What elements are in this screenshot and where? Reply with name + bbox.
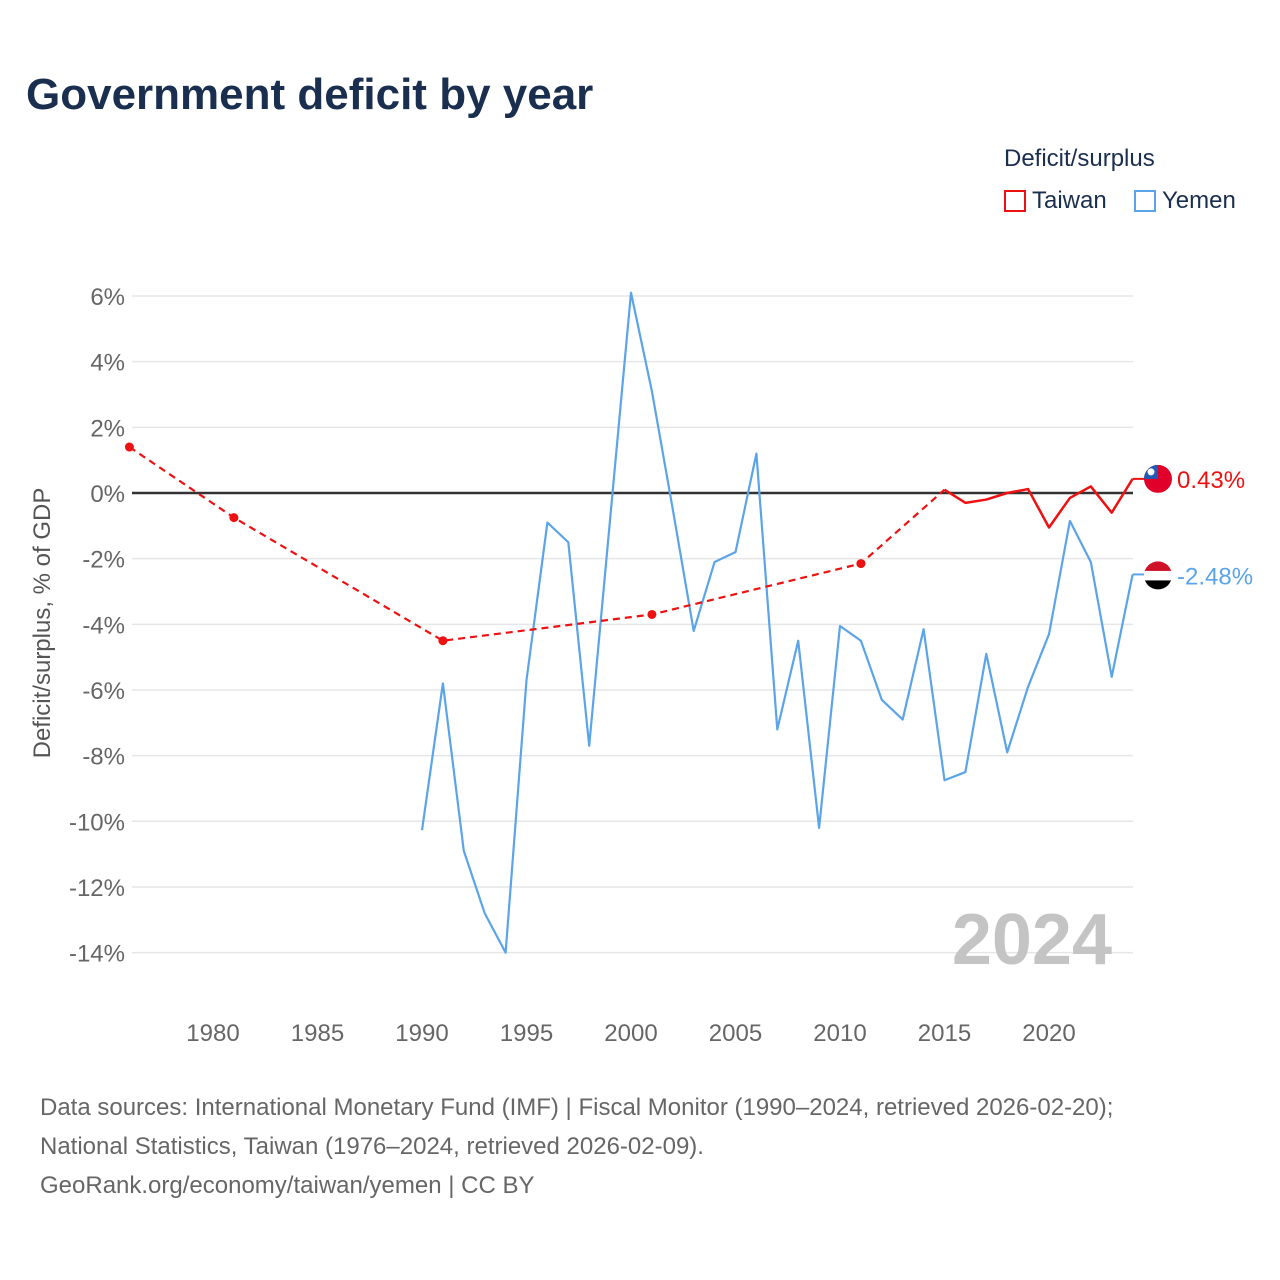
series-line-yemen — [420, 291, 1134, 954]
legend-swatch-taiwan — [1004, 190, 1026, 212]
legend-item-taiwan[interactable]: Taiwan — [1004, 187, 1107, 215]
y-tick-label: 6% — [90, 284, 125, 311]
year-watermark: 2024 — [952, 900, 1112, 980]
data-point-taiwan — [856, 559, 866, 569]
x-tick-label: 2020 — [1022, 1020, 1075, 1047]
x-tick-label: 1995 — [500, 1020, 553, 1047]
taiwan-flag-icon — [1144, 464, 1172, 493]
y-tick-label: -14% — [69, 941, 125, 968]
y-tick-label: -4% — [82, 612, 125, 639]
series-line-taiwan-dashed — [128, 446, 946, 642]
yemen-flag-icon — [1144, 561, 1172, 590]
flag-body — [1144, 561, 1172, 590]
series-line-taiwan — [943, 478, 1134, 529]
y-tick-label: -10% — [69, 809, 125, 836]
data-point-taiwan — [124, 442, 134, 452]
x-tick-label: 2005 — [709, 1020, 762, 1047]
x-tick-label: 2015 — [918, 1020, 971, 1047]
y-tick-label: -12% — [69, 875, 125, 902]
y-axis-label: Deficit/surplus, % of GDP — [29, 488, 56, 759]
flag-sun — [1147, 468, 1155, 476]
sources: Data sources: International Monetary Fun… — [40, 1088, 1113, 1205]
x-tick-label: 1985 — [291, 1020, 344, 1047]
flag-black — [1144, 580, 1172, 590]
legend-swatch-yemen — [1134, 190, 1156, 212]
legend-label: Yemen — [1162, 187, 1236, 214]
source-line: Data sources: International Monetary Fun… — [40, 1094, 1114, 1121]
y-tick-label: -2% — [82, 547, 125, 574]
source-line: National Statistics, Taiwan (1976–2024, … — [40, 1133, 704, 1160]
flag-red — [1144, 561, 1172, 572]
y-tick-label: -6% — [82, 678, 125, 705]
legend-item-yemen[interactable]: Yemen — [1134, 187, 1236, 215]
end-value-label: -2.48% — [1177, 563, 1253, 590]
data-point-taiwan — [229, 513, 239, 523]
x-tick-label: 2010 — [813, 1020, 866, 1047]
x-tick-label: 1990 — [395, 1020, 448, 1047]
data-point-taiwan — [438, 636, 448, 646]
legend-title: Deficit/surplus — [1004, 145, 1155, 172]
x-tick-label: 1980 — [186, 1020, 239, 1047]
y-tick-label: -8% — [82, 744, 125, 771]
flag-white — [1144, 570, 1172, 581]
y-tick-label: 4% — [90, 350, 125, 377]
source-link[interactable]: GeoRank.org/economy/taiwan/yemen | CC BY — [40, 1172, 535, 1199]
x-tick-label: 2000 — [604, 1020, 657, 1047]
flag-body — [1144, 464, 1172, 493]
end-value-label: 0.43% — [1177, 467, 1245, 494]
y-tick-label: 0% — [90, 481, 125, 508]
legend-label: Taiwan — [1032, 187, 1107, 214]
y-tick-label: 2% — [90, 415, 125, 442]
page-title: Government deficit by year — [26, 70, 594, 119]
data-point-taiwan — [647, 609, 657, 619]
